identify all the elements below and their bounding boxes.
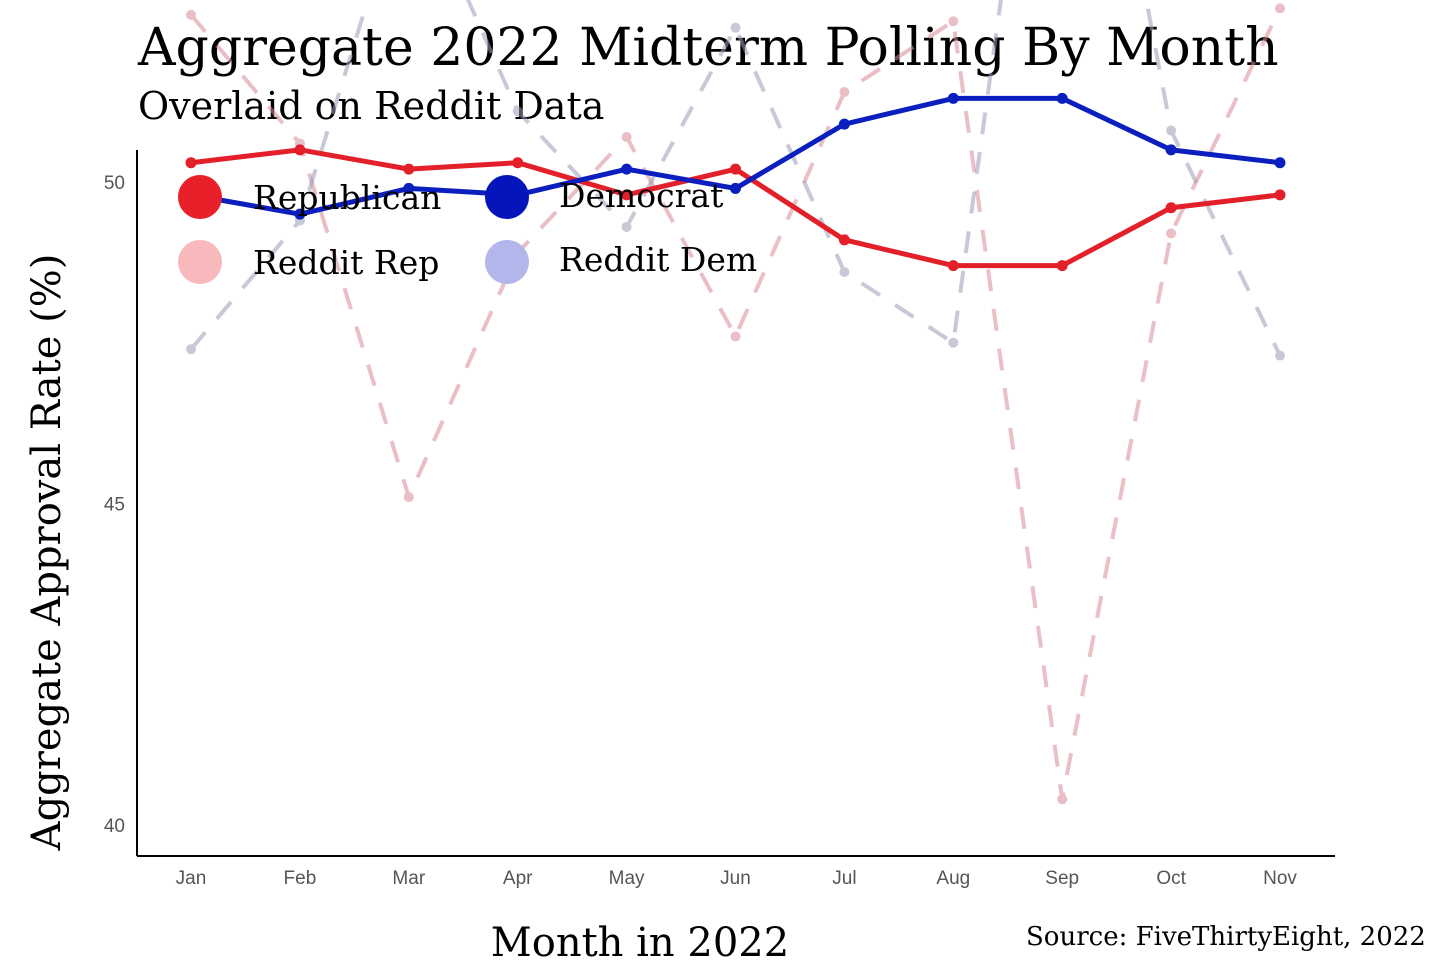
data-point-reddit-rep — [1166, 228, 1176, 238]
data-point-republican — [403, 164, 414, 175]
x-tick-label: Nov — [1263, 868, 1297, 889]
data-point-reddit-dem — [1275, 351, 1285, 361]
legend-label-republican: Republican — [253, 178, 441, 217]
data-point-republican — [839, 234, 850, 245]
data-point-republican — [730, 164, 741, 175]
chart-axes: 4045505560JanFebMarAprMayJunJulAugSepOct… — [104, 0, 1335, 889]
data-point-democrat — [948, 93, 959, 104]
data-point-reddit-dem — [948, 338, 958, 348]
data-point-reddit-rep — [1275, 3, 1285, 13]
legend-item-reddit-rep: Reddit Rep — [178, 240, 439, 284]
data-point-republican — [512, 157, 523, 168]
x-tick-label: Apr — [503, 868, 533, 889]
data-point-democrat — [1166, 144, 1177, 155]
data-point-reddit-dem — [622, 222, 632, 232]
chart-series — [186, 0, 1286, 804]
data-point-republican — [186, 157, 197, 168]
x-tick-label: Oct — [1156, 868, 1186, 889]
source-note: Source: FiveThirtyEight, 2022 — [1026, 922, 1426, 952]
x-tick-label: Feb — [284, 868, 317, 889]
legend-item-democrat: Democrat — [485, 175, 723, 219]
data-point-reddit-dem — [1166, 126, 1176, 136]
data-point-reddit-rep — [839, 87, 849, 97]
data-point-reddit-dem — [513, 106, 523, 116]
legend-swatch-reddit-rep — [178, 240, 222, 284]
data-point-democrat — [730, 183, 741, 194]
x-tick-label: Jun — [720, 868, 751, 889]
data-point-republican — [948, 260, 959, 271]
data-point-reddit-rep — [404, 492, 414, 502]
data-point-reddit-dem — [839, 267, 849, 277]
data-point-reddit-dem — [731, 23, 741, 33]
data-point-reddit-dem — [186, 344, 196, 354]
legend-swatch-democrat — [485, 175, 529, 219]
legend-label-democrat: Democrat — [559, 176, 723, 215]
data-point-reddit-rep — [622, 132, 632, 142]
series-line-reddit-rep — [191, 8, 1280, 799]
y-axis-title: Aggregate Approval Rate (%) — [24, 254, 70, 852]
y-tick-label: 45 — [104, 495, 125, 516]
data-point-republican — [294, 144, 305, 155]
data-point-reddit-rep — [1057, 794, 1067, 804]
data-point-republican — [1166, 202, 1177, 213]
data-point-reddit-rep — [186, 10, 196, 20]
x-tick-label: Jan — [176, 868, 207, 889]
x-tick-label: Jul — [832, 868, 856, 889]
legend-item-republican: Republican — [178, 175, 441, 219]
data-point-democrat — [1057, 93, 1068, 104]
data-point-democrat — [839, 119, 850, 130]
legend-swatch-republican — [178, 175, 222, 219]
y-tick-label: 40 — [104, 816, 125, 837]
data-point-republican — [1057, 260, 1068, 271]
x-tick-label: Mar — [392, 868, 425, 889]
data-point-democrat — [621, 164, 632, 175]
data-point-democrat — [1275, 157, 1286, 168]
data-point-republican — [1275, 189, 1286, 200]
legend-swatch-reddit-dem — [485, 240, 529, 284]
x-tick-label: May — [609, 868, 645, 889]
x-axis-title: Month in 2022 — [491, 920, 789, 966]
x-tick-label: Aug — [936, 868, 970, 889]
legend-label-reddit-rep: Reddit Rep — [253, 243, 439, 282]
x-tick-label: Sep — [1045, 868, 1079, 889]
data-point-reddit-rep — [948, 16, 958, 26]
y-tick-label: 50 — [104, 173, 125, 194]
legend-label-reddit-dem: Reddit Dem — [559, 240, 757, 279]
data-point-reddit-rep — [731, 331, 741, 341]
